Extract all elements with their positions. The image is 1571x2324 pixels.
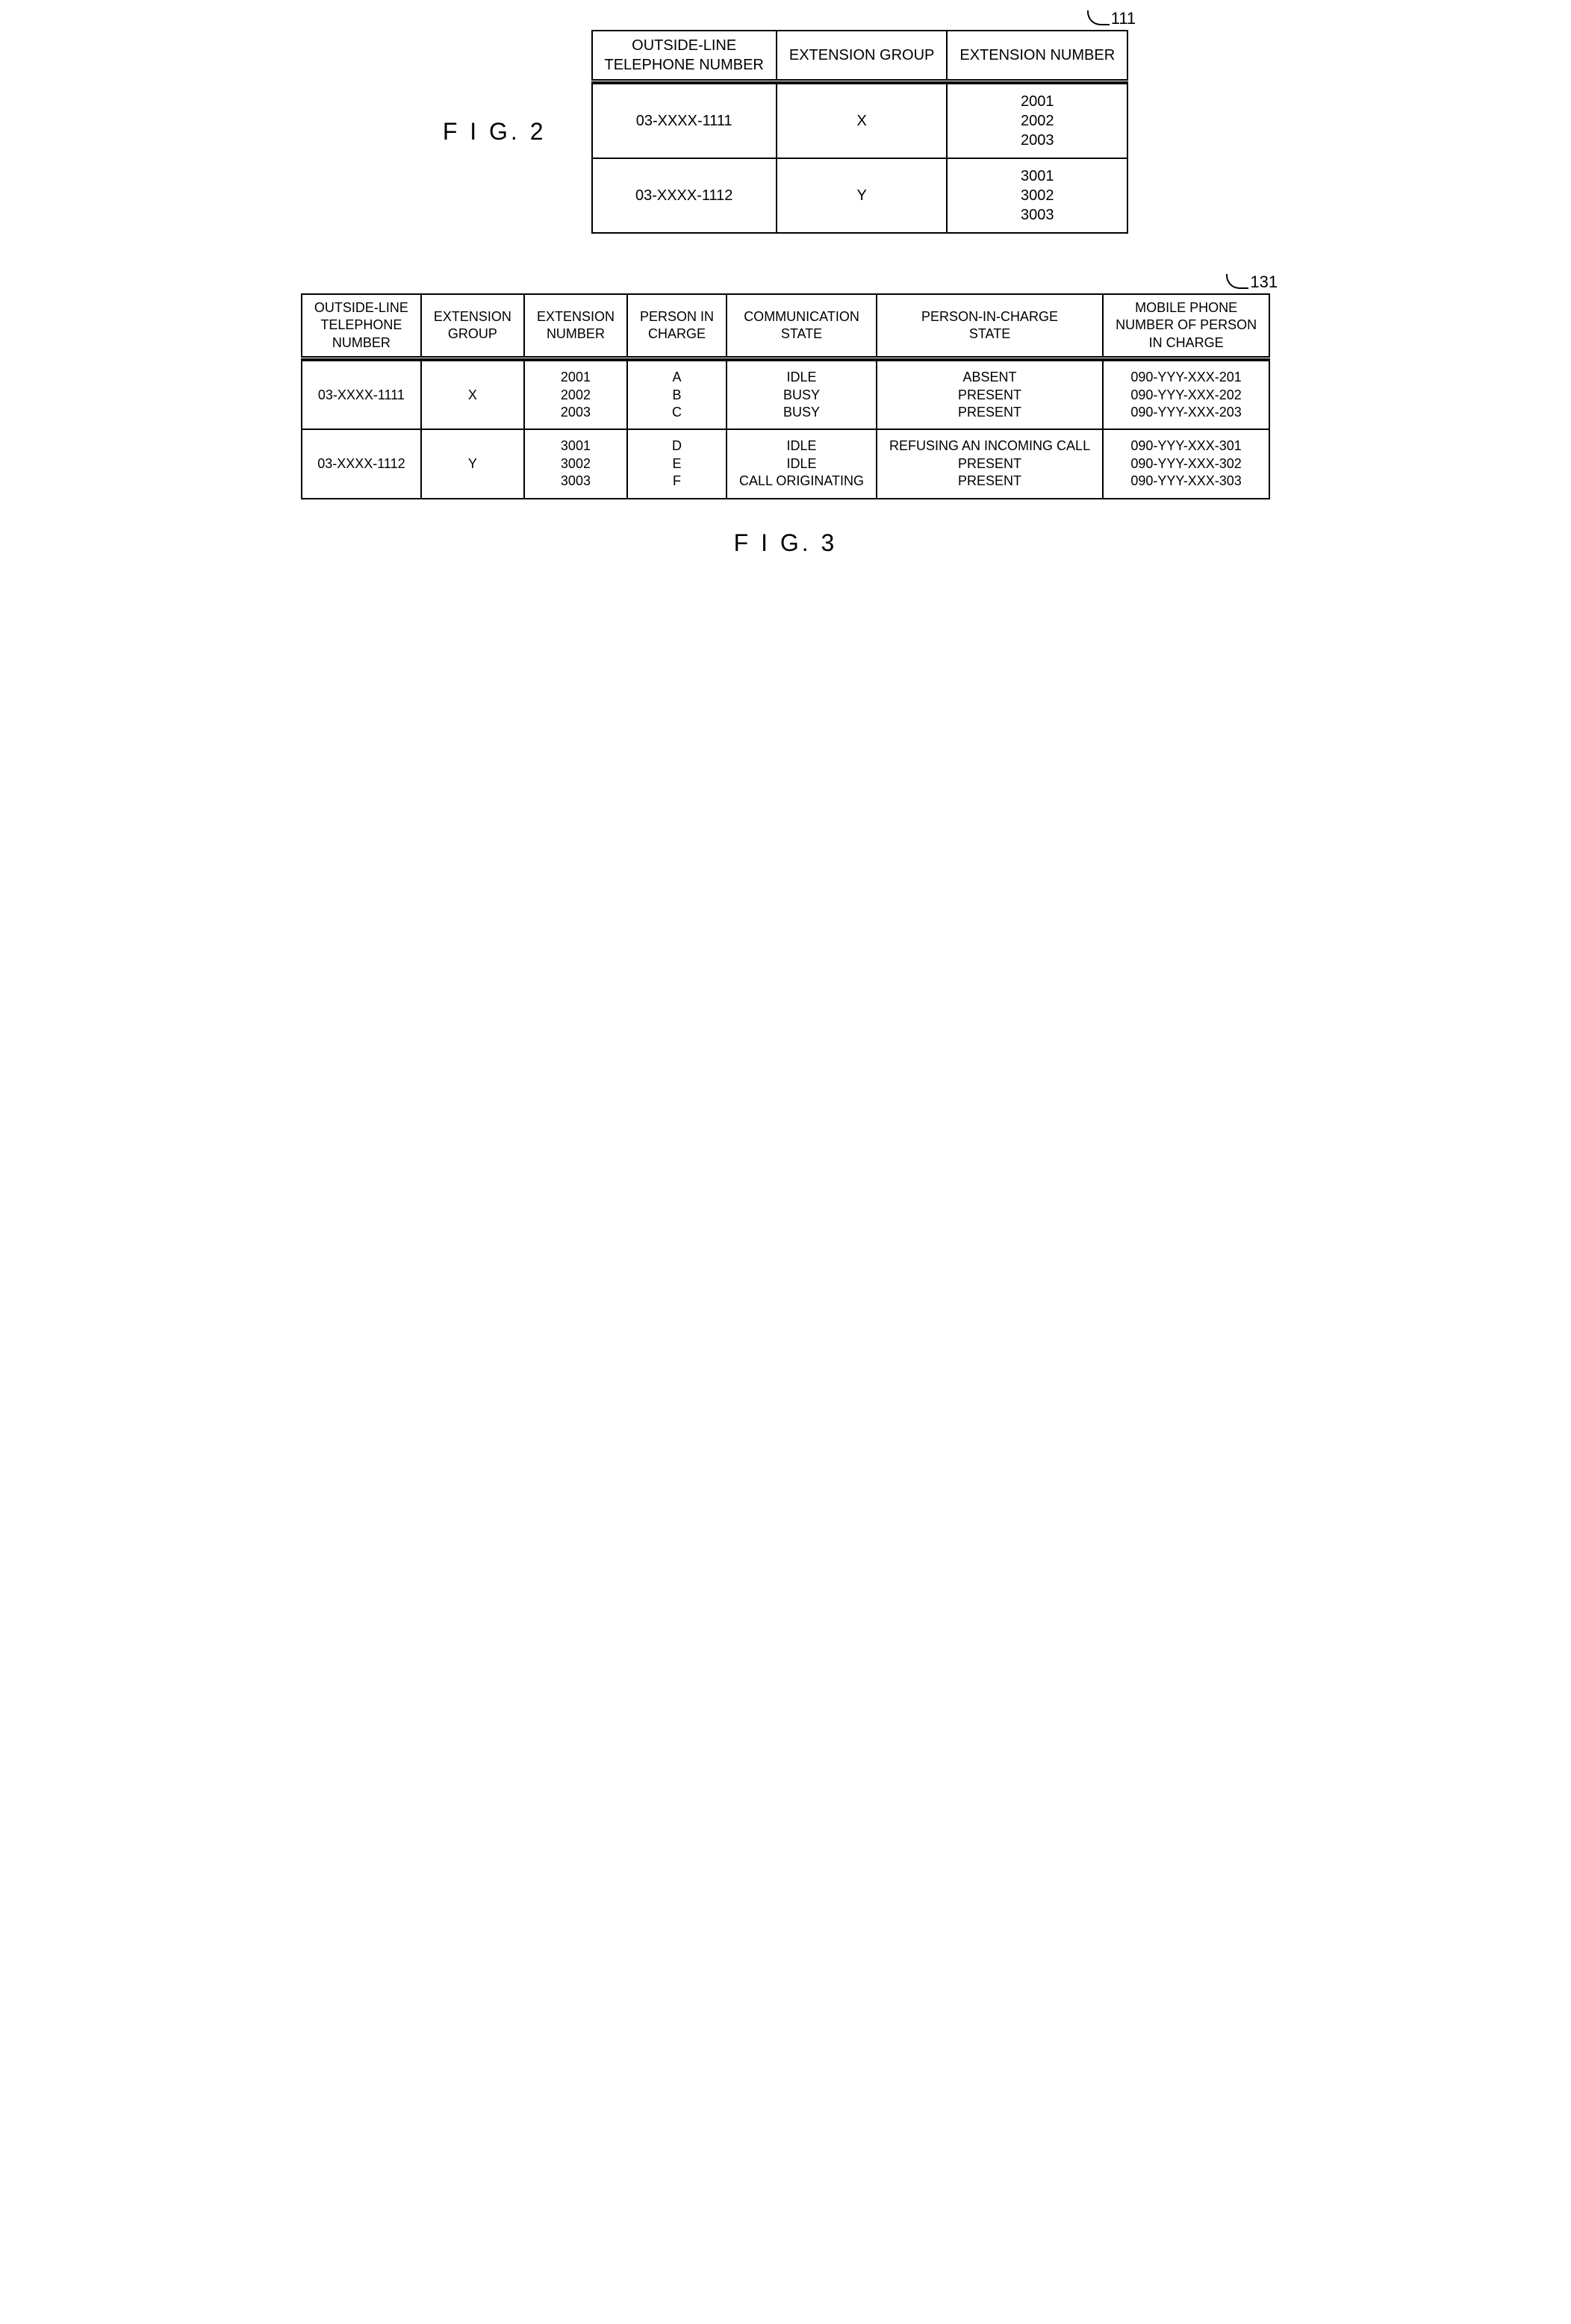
fig3-h3: PERSON IN CHARGE [627, 294, 727, 358]
fig3-h5: PERSON-IN-CHARGE STATE [877, 294, 1103, 358]
cell-tel: 03-XXXX-1112 [592, 158, 777, 233]
cell-group: X [777, 84, 947, 158]
cell-group: Y [777, 158, 947, 233]
cell-ext: 2001 2002 2003 [947, 84, 1127, 158]
fig3-ref-text: 131 [1250, 272, 1278, 292]
fig3-wrap: 131 OUTSIDE-LINE TELEPHONE NUMBER EXTENS… [301, 293, 1270, 499]
fig3-h4: COMMUNICATION STATE [727, 294, 877, 358]
ref-curve-icon [1226, 274, 1248, 289]
fig2-caption: F I G. 2 [443, 118, 547, 146]
cell-tel: 03-XXXX-1111 [302, 361, 421, 429]
cell-tel: 03-XXXX-1111 [592, 84, 777, 158]
fig2-h2: EXTENSION NUMBER [947, 31, 1127, 81]
fig3-h0: OUTSIDE-LINE TELEPHONE NUMBER [302, 294, 421, 358]
cell-ext: 2001 2002 2003 [524, 361, 627, 429]
fig3-ref: 131 [1226, 272, 1278, 292]
fig3-h2: EXTENSION NUMBER [524, 294, 627, 358]
fig2-ref: 111 [1087, 9, 1136, 28]
cell-group: Y [421, 429, 524, 498]
table-row: 03-XXXX-1112 Y 3001 3002 3003 D E F IDLE… [302, 429, 1269, 498]
cell-ext: 3001 3002 3003 [524, 429, 627, 498]
ref-curve-icon [1087, 10, 1110, 25]
fig2-wrap: 111 OUTSIDE-LINE TELEPHONE NUMBER EXTENS… [591, 30, 1129, 234]
cell-pic: D E F [627, 429, 727, 498]
cell-ext: 3001 3002 3003 [947, 158, 1127, 233]
cell-group: X [421, 361, 524, 429]
cell-mobile: 090-YYY-XXX-201 090-YYY-XXX-202 090-YYY-… [1103, 361, 1269, 429]
cell-tel: 03-XXXX-1112 [302, 429, 421, 498]
table-row: 03-XXXX-1111 X 2001 2002 2003 [592, 84, 1128, 158]
fig2-h0: OUTSIDE-LINE TELEPHONE NUMBER [592, 31, 777, 81]
cell-pic: A B C [627, 361, 727, 429]
fig3-h6: MOBILE PHONE NUMBER OF PERSON IN CHARGE [1103, 294, 1269, 358]
cell-pstate: ABSENT PRESENT PRESENT [877, 361, 1103, 429]
cell-pstate: REFUSING AN INCOMING CALL PRESENT PRESEN… [877, 429, 1103, 498]
table-row: 03-XXXX-1111 X 2001 2002 2003 A B C IDLE… [302, 361, 1269, 429]
fig2-ref-text: 111 [1111, 9, 1136, 28]
fig3-caption: F I G. 3 [734, 529, 838, 557]
cell-comm: IDLE IDLE CALL ORIGINATING [727, 429, 877, 498]
cell-mobile: 090-YYY-XXX-301 090-YYY-XXX-302 090-YYY-… [1103, 429, 1269, 498]
fig2-table: OUTSIDE-LINE TELEPHONE NUMBER EXTENSION … [591, 30, 1129, 234]
fig3-h1: EXTENSION GROUP [421, 294, 524, 358]
fig2-h1: EXTENSION GROUP [777, 31, 947, 81]
table-row: 03-XXXX-1112 Y 3001 3002 3003 [592, 158, 1128, 233]
cell-comm: IDLE BUSY BUSY [727, 361, 877, 429]
fig3-table: OUTSIDE-LINE TELEPHONE NUMBER EXTENSION … [301, 293, 1270, 499]
